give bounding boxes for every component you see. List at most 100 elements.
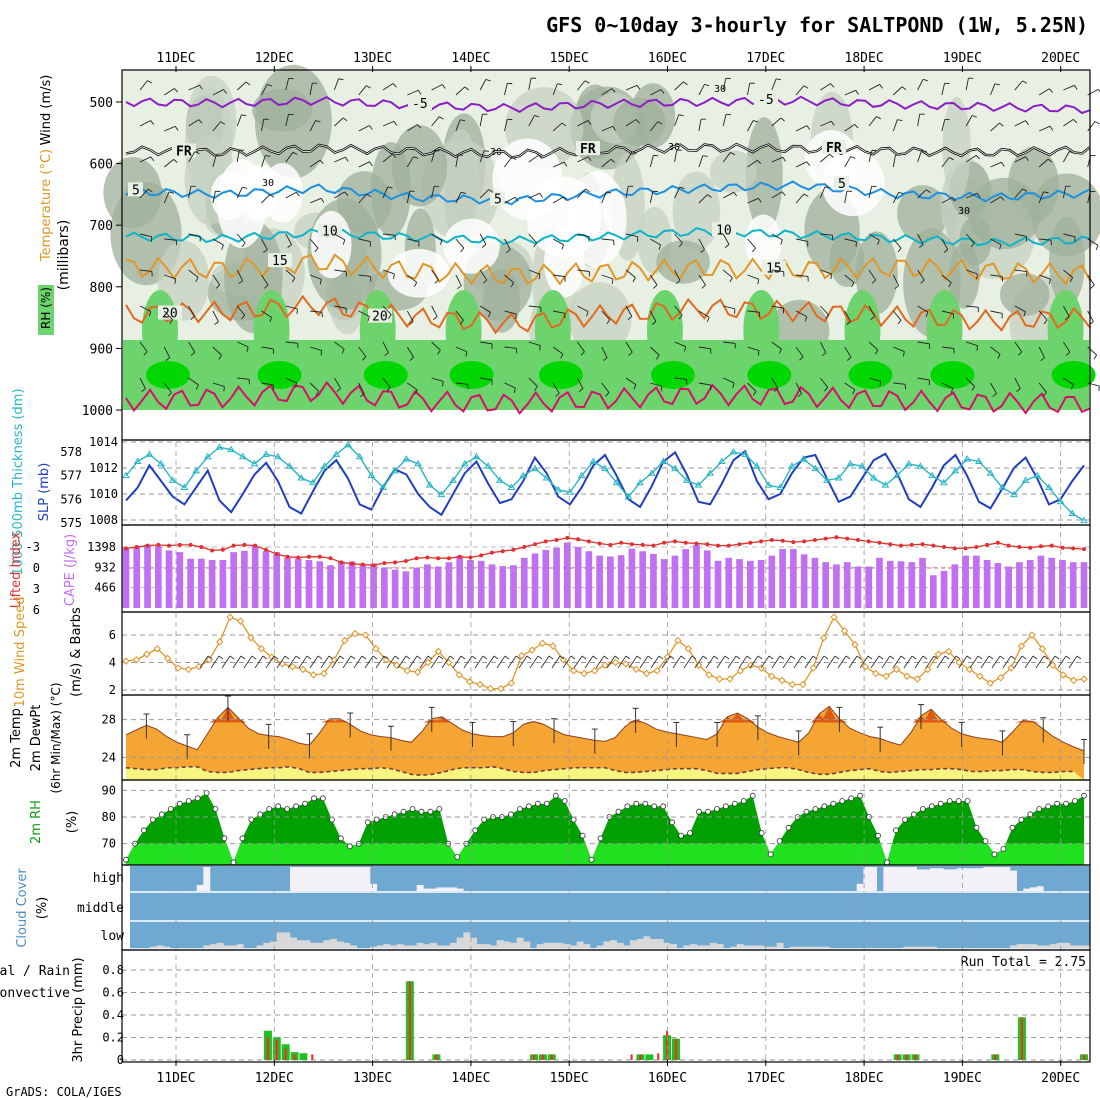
surface-barb bbox=[199, 655, 209, 669]
surface-barb bbox=[826, 655, 836, 669]
wind-barb-feather bbox=[611, 88, 616, 93]
contour-label-bg bbox=[408, 96, 432, 111]
wind-barb bbox=[455, 274, 462, 286]
wind-barb-feather bbox=[174, 278, 177, 284]
cape-bar bbox=[327, 565, 334, 608]
wind-barb bbox=[212, 191, 216, 204]
wind-barb bbox=[236, 233, 246, 244]
x-tick-label-bottom: 15DEC bbox=[550, 1071, 589, 1086]
thickness-point bbox=[484, 462, 493, 469]
precip-tick-label: 0.2 bbox=[102, 1031, 124, 1045]
wind-axis-label-part: 10m Wind Speed bbox=[13, 597, 28, 708]
wind-barb-feather bbox=[513, 387, 516, 393]
cloud-cell-low bbox=[556, 942, 564, 948]
lifted-index-point bbox=[619, 540, 624, 545]
wind-barb-feather bbox=[269, 317, 273, 323]
cloud-cell-low bbox=[390, 945, 397, 948]
cloud-cell-low bbox=[516, 937, 524, 948]
contour-label-bg bbox=[158, 305, 182, 320]
wind-barb bbox=[309, 197, 322, 204]
wind-barb-feather bbox=[1093, 354, 1098, 360]
wind-barb bbox=[455, 119, 461, 132]
wind-barb bbox=[674, 377, 687, 380]
wind-barb-feather bbox=[238, 280, 243, 285]
thickness-point bbox=[869, 474, 878, 481]
surface-barb-feather bbox=[911, 655, 917, 660]
surface-barb bbox=[914, 655, 924, 669]
rh-blob bbox=[897, 185, 948, 243]
cloud-cell-low bbox=[583, 944, 591, 948]
wind-barb-feather bbox=[732, 382, 735, 389]
contour-label-bg bbox=[576, 141, 600, 156]
surface-barb-feather bbox=[966, 655, 972, 660]
wind-barb-feather bbox=[460, 119, 466, 122]
cloud-cell-low bbox=[323, 940, 331, 948]
rh-point bbox=[893, 827, 899, 834]
wind-barb bbox=[820, 377, 829, 388]
wind-barb bbox=[868, 150, 873, 163]
wind-barb bbox=[139, 233, 152, 238]
cloud-cell-low bbox=[930, 946, 937, 948]
wind-barb bbox=[261, 119, 265, 132]
wind-barb-feather bbox=[1001, 161, 1005, 167]
wind-barb bbox=[552, 83, 558, 96]
cloud-cell-low bbox=[770, 946, 777, 948]
wind-barb-feather bbox=[636, 85, 641, 90]
thickness-point bbox=[998, 483, 1007, 490]
wind-barb bbox=[577, 269, 590, 272]
wind-barb bbox=[795, 161, 808, 168]
thickness-point bbox=[1010, 490, 1018, 498]
wind-barb-feather bbox=[563, 161, 568, 167]
cape-bar bbox=[1026, 560, 1034, 608]
thickness-point bbox=[904, 459, 913, 467]
surface-barb-feather bbox=[834, 655, 840, 660]
wind-barb bbox=[698, 346, 711, 350]
wind-barb bbox=[674, 305, 683, 316]
thickness-point bbox=[1056, 497, 1065, 505]
surface-barb bbox=[375, 655, 385, 669]
wind-barb bbox=[674, 269, 681, 281]
surface-barb bbox=[276, 655, 286, 669]
wind-barb bbox=[868, 84, 880, 91]
cloud-cell-low bbox=[756, 945, 764, 948]
wind-barb-feather bbox=[921, 150, 927, 152]
rh-saturated-patch bbox=[747, 361, 792, 389]
wind-barb-feather bbox=[295, 382, 298, 388]
wind-barb-feather bbox=[195, 384, 199, 390]
wind-barb bbox=[893, 346, 905, 353]
surface-barb-feather bbox=[427, 655, 433, 660]
surface-barb-feather bbox=[900, 655, 906, 660]
surface-barb bbox=[419, 655, 429, 669]
wind-barb-feather bbox=[758, 198, 762, 203]
cloud-cell-low bbox=[370, 946, 377, 948]
surface-barb-feather bbox=[262, 655, 268, 660]
wind-barb-feather bbox=[920, 279, 925, 284]
surface-barb bbox=[353, 655, 363, 669]
cloud-cell-high bbox=[423, 888, 431, 891]
wind-barb bbox=[795, 85, 805, 96]
wind-barb bbox=[236, 150, 240, 163]
wind-barb-feather bbox=[342, 117, 348, 122]
wind-barb-feather bbox=[265, 155, 271, 157]
temp-contour-label: -5 bbox=[412, 97, 428, 112]
wind-barb bbox=[552, 122, 563, 132]
lifted-index-point bbox=[812, 538, 817, 542]
wind-speed-point bbox=[955, 658, 963, 667]
cloud-cell-low bbox=[743, 945, 751, 948]
wind-barb bbox=[406, 191, 411, 204]
thickness-point bbox=[1033, 471, 1042, 479]
footer-credit: GrADS: COLA/IGES bbox=[6, 1085, 122, 1099]
cloud-cell-low bbox=[643, 936, 651, 948]
thickness-point bbox=[309, 478, 317, 486]
wind-speed-point bbox=[809, 664, 817, 672]
lifted-index-point bbox=[791, 540, 796, 545]
rh-saturated-patch bbox=[449, 361, 494, 389]
rh-point bbox=[678, 832, 685, 839]
cape-bar bbox=[617, 555, 625, 608]
cape-bar bbox=[477, 560, 485, 608]
wind-speed-point bbox=[632, 665, 640, 674]
cloud-cell-low bbox=[263, 942, 271, 948]
surface-barb-feather bbox=[746, 655, 752, 660]
rh-point bbox=[141, 827, 147, 834]
wind-barb-feather bbox=[631, 151, 637, 154]
